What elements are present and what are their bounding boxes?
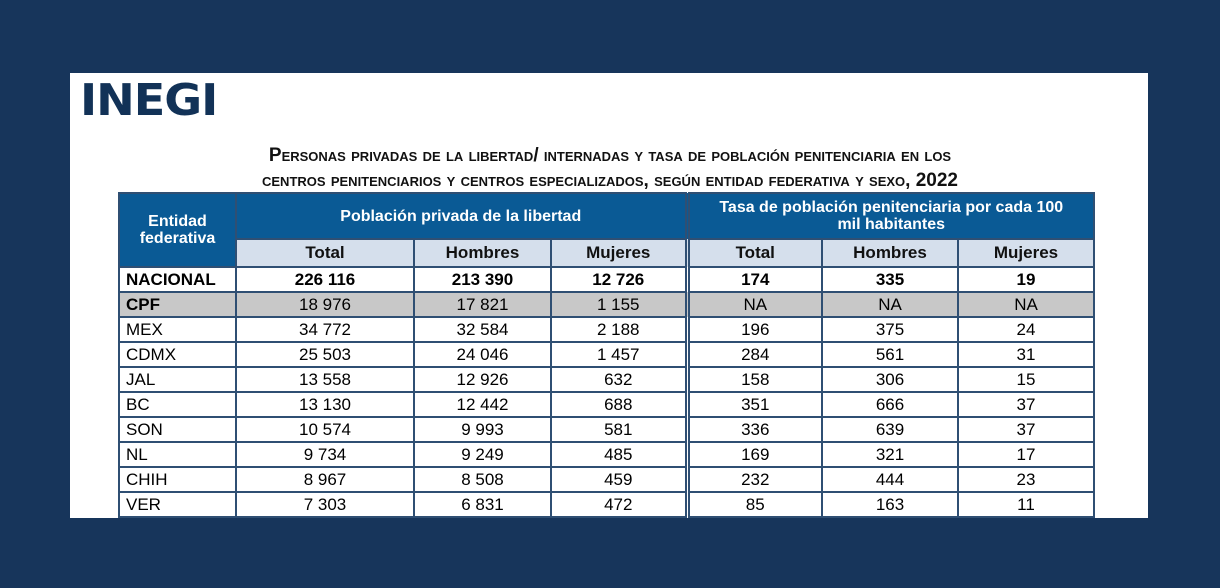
cell-hombres: 8 508: [413, 466, 552, 493]
cell-mujeres: 12 726: [550, 266, 690, 293]
cell-entidad: VER: [118, 491, 237, 518]
cell-hombres: 32 584: [413, 316, 552, 343]
table-row: CDMX 25 503 24 046 1 457 284 561 31: [118, 341, 1095, 368]
cell-tasa-total: 169: [686, 441, 823, 468]
cell-tasa-mujeres: 15: [957, 366, 1095, 393]
header-entidad: Entidad federativa: [118, 192, 237, 268]
cell-tasa-total: NA: [686, 291, 823, 318]
cell-mujeres: 688: [550, 391, 690, 418]
table-row: VER 7 303 6 831 472 85 163 11: [118, 491, 1095, 518]
cell-total: 10 574: [235, 416, 415, 443]
cell-total: 226 116: [235, 266, 415, 293]
cell-entidad: CPF: [118, 291, 237, 318]
cell-mujeres: 581: [550, 416, 690, 443]
cell-tasa-hombres: 561: [821, 341, 959, 368]
cell-mujeres: 1 457: [550, 341, 690, 368]
cell-entidad: CHIH: [118, 466, 237, 493]
inegi-logo: INEGI: [80, 75, 218, 126]
cell-total: 13 130: [235, 391, 415, 418]
header-tasa: Tasa de población penitenciaria por cada…: [686, 192, 1095, 240]
title-year: 2022: [915, 170, 958, 191]
cell-tasa-total: 158: [686, 366, 823, 393]
title-line-2: centros penitenciarios y centros especia…: [262, 170, 911, 191]
table-title: Personas privadas de la libertad/ intern…: [110, 143, 1110, 193]
cell-tasa-total: 85: [686, 491, 823, 518]
cell-mujeres: 2 188: [550, 316, 690, 343]
cell-tasa-hombres: 444: [821, 466, 959, 493]
cell-entidad: NACIONAL: [118, 266, 237, 293]
cell-tasa-total: 232: [686, 466, 823, 493]
cell-tasa-mujeres: 37: [957, 391, 1095, 418]
cell-tasa-mujeres: 17: [957, 441, 1095, 468]
table-row: CHIH 8 967 8 508 459 232 444 23: [118, 466, 1095, 493]
cell-tasa-total: 174: [686, 266, 823, 293]
cell-entidad: JAL: [118, 366, 237, 393]
data-table: Entidad federativa Población privada de …: [118, 192, 1095, 518]
table-row: NACIONAL 226 116 213 390 12 726 174 335 19: [118, 266, 1095, 293]
cell-entidad: BC: [118, 391, 237, 418]
cell-entidad: SON: [118, 416, 237, 443]
cell-tasa-hombres: 335: [821, 266, 959, 293]
cell-hombres: 12 442: [413, 391, 552, 418]
cell-hombres: 213 390: [413, 266, 552, 293]
cell-hombres: 9 993: [413, 416, 552, 443]
cell-tasa-mujeres: 19: [957, 266, 1095, 293]
cell-tasa-total: 196: [686, 316, 823, 343]
subheader-tasa-total: Total: [686, 238, 823, 268]
title-line-1: Personas privadas de la libertad/ intern…: [268, 145, 952, 166]
cell-tasa-mujeres: 37: [957, 416, 1095, 443]
cell-mujeres: 459: [550, 466, 690, 493]
cell-total: 7 303: [235, 491, 415, 518]
cell-tasa-mujeres: 24: [957, 316, 1095, 343]
cell-entidad: MEX: [118, 316, 237, 343]
cell-hombres: 6 831: [413, 491, 552, 518]
cell-total: 18 976: [235, 291, 415, 318]
cell-tasa-hombres: 321: [821, 441, 959, 468]
cell-total: 9 734: [235, 441, 415, 468]
table-row: JAL 13 558 12 926 632 158 306 15: [118, 366, 1095, 393]
cell-total: 25 503: [235, 341, 415, 368]
cell-total: 34 772: [235, 316, 415, 343]
table-row: NL 9 734 9 249 485 169 321 17: [118, 441, 1095, 468]
cell-tasa-total: 284: [686, 341, 823, 368]
cell-tasa-mujeres: 31: [957, 341, 1095, 368]
cell-tasa-total: 336: [686, 416, 823, 443]
cell-tasa-total: 351: [686, 391, 823, 418]
subheader-mujeres: Mujeres: [550, 238, 690, 268]
table-row: SON 10 574 9 993 581 336 639 37: [118, 416, 1095, 443]
cell-mujeres: 1 155: [550, 291, 690, 318]
cell-entidad: CDMX: [118, 341, 237, 368]
subheader-total: Total: [235, 238, 415, 268]
cell-tasa-mujeres: NA: [957, 291, 1095, 318]
report-panel: INEGI Personas privadas de la libertad/ …: [70, 73, 1148, 518]
cell-entidad: NL: [118, 441, 237, 468]
cell-tasa-hombres: 163: [821, 491, 959, 518]
cell-hombres: 17 821: [413, 291, 552, 318]
cell-tasa-hombres: 639: [821, 416, 959, 443]
cell-tasa-hombres: 375: [821, 316, 959, 343]
header-poblacion: Población privada de la libertad: [235, 192, 690, 240]
cell-tasa-hombres: 306: [821, 366, 959, 393]
cell-mujeres: 485: [550, 441, 690, 468]
cell-tasa-mujeres: 23: [957, 466, 1095, 493]
cell-total: 13 558: [235, 366, 415, 393]
cell-hombres: 9 249: [413, 441, 552, 468]
cell-hombres: 12 926: [413, 366, 552, 393]
subheader-tasa-mujeres: Mujeres: [957, 238, 1095, 268]
subheader-tasa-hombres: Hombres: [821, 238, 959, 268]
cell-hombres: 24 046: [413, 341, 552, 368]
cell-mujeres: 472: [550, 491, 690, 518]
table-row: CPF 18 976 17 821 1 155 NA NA NA: [118, 291, 1095, 318]
cell-tasa-mujeres: 11: [957, 491, 1095, 518]
cell-mujeres: 632: [550, 366, 690, 393]
cell-tasa-hombres: NA: [821, 291, 959, 318]
subheader-hombres: Hombres: [413, 238, 552, 268]
table-row: BC 13 130 12 442 688 351 666 37: [118, 391, 1095, 418]
table-row: MEX 34 772 32 584 2 188 196 375 24: [118, 316, 1095, 343]
cell-total: 8 967: [235, 466, 415, 493]
cell-tasa-hombres: 666: [821, 391, 959, 418]
